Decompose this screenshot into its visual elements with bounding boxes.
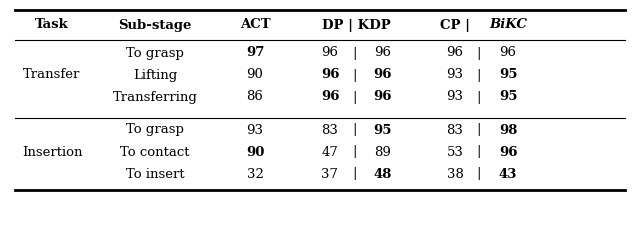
Text: |: | [476, 124, 480, 137]
Text: To grasp: To grasp [126, 124, 184, 137]
Text: 38: 38 [447, 168, 463, 180]
Text: 43: 43 [499, 168, 517, 180]
Text: Lifting: Lifting [133, 68, 177, 82]
Text: 93: 93 [246, 124, 264, 137]
Text: BiKC: BiKC [489, 18, 527, 31]
Text: 96: 96 [321, 90, 339, 103]
Text: 95: 95 [499, 68, 517, 82]
Text: |: | [476, 90, 480, 103]
Text: DP | KDP: DP | KDP [322, 18, 391, 31]
Text: Transferring: Transferring [113, 90, 197, 103]
Text: 83: 83 [447, 124, 463, 137]
Text: |: | [353, 68, 357, 82]
Text: 96: 96 [374, 47, 392, 60]
Text: 98: 98 [499, 124, 517, 137]
Text: 89: 89 [374, 145, 392, 158]
Text: Sub-stage: Sub-stage [118, 18, 192, 31]
Text: |: | [353, 90, 357, 103]
Text: 32: 32 [246, 168, 264, 180]
Text: 96: 96 [321, 47, 339, 60]
Text: 96: 96 [321, 68, 339, 82]
Text: |: | [476, 47, 480, 60]
Text: |: | [353, 47, 357, 60]
Text: To insert: To insert [125, 168, 184, 180]
Text: 93: 93 [447, 90, 463, 103]
Text: |: | [353, 168, 357, 180]
Text: 95: 95 [374, 124, 392, 137]
Text: To grasp: To grasp [126, 47, 184, 60]
Text: 97: 97 [246, 47, 264, 60]
Text: |: | [476, 68, 480, 82]
Text: |: | [353, 124, 357, 137]
Text: 93: 93 [447, 68, 463, 82]
Text: |: | [353, 145, 357, 158]
Text: 96: 96 [499, 47, 516, 60]
Text: Insertion: Insertion [22, 145, 83, 158]
Text: To contact: To contact [120, 145, 189, 158]
Text: |: | [476, 145, 480, 158]
Text: |: | [476, 168, 480, 180]
Text: 90: 90 [246, 145, 264, 158]
Text: 47: 47 [321, 145, 339, 158]
Text: 96: 96 [447, 47, 463, 60]
Text: 86: 86 [246, 90, 264, 103]
Text: 95: 95 [499, 90, 517, 103]
Text: 37: 37 [321, 168, 339, 180]
Text: Transfer: Transfer [23, 68, 81, 82]
Text: 83: 83 [321, 124, 339, 137]
Text: 53: 53 [447, 145, 463, 158]
Text: 96: 96 [374, 68, 392, 82]
Text: Task: Task [35, 18, 69, 31]
Text: 48: 48 [374, 168, 392, 180]
Text: 90: 90 [246, 68, 264, 82]
Text: CP |: CP | [440, 18, 470, 31]
Text: 96: 96 [374, 90, 392, 103]
Text: ACT: ACT [240, 18, 270, 31]
Text: 96: 96 [499, 145, 517, 158]
